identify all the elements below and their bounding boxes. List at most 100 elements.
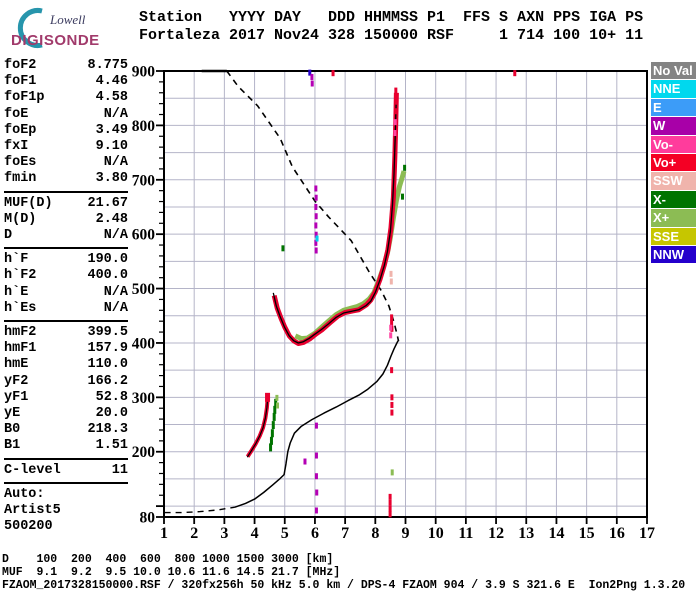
legend-item-x-: X- bbox=[651, 190, 696, 209]
param-value: N/A bbox=[103, 300, 128, 316]
echo-dot bbox=[273, 405, 277, 414]
param-label: D bbox=[4, 228, 13, 244]
legend-item-vo-: Vo- bbox=[651, 135, 696, 153]
param-value: 218.3 bbox=[87, 422, 128, 438]
crescent-icon bbox=[17, 8, 43, 48]
param-row-clevel: C-level 11 bbox=[4, 463, 128, 479]
param-row-fmin: fmin 3.80 bbox=[4, 171, 128, 187]
logo-digisonde-text: DIGISONDE bbox=[11, 32, 100, 49]
echo-dot bbox=[275, 394, 279, 401]
legend-item-e: E bbox=[651, 98, 696, 117]
param-row-500200: 500200 bbox=[4, 519, 128, 535]
y-tick-label: 400 bbox=[132, 335, 156, 352]
echo-dot bbox=[314, 452, 318, 459]
echo-dot bbox=[314, 194, 318, 201]
echo-dot bbox=[390, 319, 394, 326]
o-trace-f1-synthesized bbox=[246, 394, 269, 458]
echo-dot bbox=[403, 164, 407, 171]
muf-distance-row: D 100 200 400 600 800 1000 1500 3000 [km… bbox=[2, 553, 334, 566]
digisonde-logo: Lowell DIGISONDE bbox=[6, 4, 134, 54]
param-row-b0: B0 218.3 bbox=[4, 422, 128, 438]
echo-dot bbox=[388, 511, 392, 518]
echo-dot bbox=[390, 394, 394, 401]
echo-dot bbox=[394, 97, 398, 104]
separator-line bbox=[4, 481, 128, 484]
x-tick-label: 3 bbox=[220, 525, 228, 542]
separator-line bbox=[4, 247, 128, 250]
echo-dot bbox=[390, 314, 394, 321]
echo-dot bbox=[393, 130, 397, 137]
param-value: 110.0 bbox=[87, 357, 128, 373]
legend-item-nne: NNE bbox=[651, 80, 696, 98]
topside-profile-extrapolation-dashed bbox=[226, 70, 400, 342]
echo-dot bbox=[310, 73, 314, 80]
legend-item-noval: No Val bbox=[651, 62, 696, 80]
param-row-auto: Auto: bbox=[4, 487, 128, 503]
echo-dot bbox=[388, 493, 392, 500]
echo-dot bbox=[314, 507, 318, 514]
electron-density-profile bbox=[234, 340, 399, 508]
param-value: 11 bbox=[111, 462, 128, 478]
param-label: MUF(D) bbox=[4, 195, 53, 211]
param-row-fxi: fxI 9.10 bbox=[4, 139, 128, 155]
param-row-hme: hmE 110.0 bbox=[4, 357, 128, 373]
param-value: N/A bbox=[103, 228, 128, 244]
x-tick-label: 4 bbox=[251, 525, 259, 542]
param-label: Artist5 bbox=[4, 503, 61, 519]
echo-dot bbox=[394, 87, 398, 94]
separator-line bbox=[4, 320, 128, 323]
param-value: N/A bbox=[103, 106, 128, 122]
echo-dot bbox=[390, 367, 394, 374]
echo-dot bbox=[269, 443, 273, 452]
param-row-yf1: yF1 52.8 bbox=[4, 390, 128, 406]
echo-dot bbox=[314, 185, 318, 192]
footer-block: D 100 200 400 600 800 1000 1500 3000 [km… bbox=[2, 553, 685, 593]
param-label: hmF2 bbox=[4, 325, 37, 341]
legend-item-w: W bbox=[651, 117, 696, 135]
param-value: N/A bbox=[103, 284, 128, 300]
param-value: 2.48 bbox=[95, 211, 128, 227]
echo-dot bbox=[315, 235, 319, 242]
y-tick-label: 300 bbox=[132, 390, 156, 407]
param-row-foe: foE N/A bbox=[4, 107, 128, 123]
x-tick-label: 13 bbox=[518, 525, 534, 542]
param-value: 21.67 bbox=[87, 195, 128, 211]
echo-dot bbox=[389, 332, 393, 339]
param-label: fmin bbox=[4, 171, 37, 187]
x-tick-label: 15 bbox=[579, 525, 595, 542]
y-tick-label: 800 bbox=[132, 118, 156, 135]
echo-dot bbox=[274, 398, 278, 407]
param-label: h`F2 bbox=[4, 268, 37, 284]
param-label: C-level bbox=[4, 462, 61, 478]
header-station-values: Fortaleza 2017 Nov24 328 150000 RSF 1 71… bbox=[139, 26, 644, 44]
x-tick-label: 7 bbox=[341, 525, 349, 542]
param-value: 190.0 bbox=[87, 252, 128, 268]
param-row-d: D N/A bbox=[4, 228, 128, 244]
echo-dot bbox=[389, 270, 393, 277]
param-value: 157.9 bbox=[87, 341, 128, 357]
param-value: 4.46 bbox=[95, 74, 128, 90]
x-tick-label: 6 bbox=[311, 525, 319, 542]
echo-dot bbox=[390, 401, 394, 408]
echo-dot bbox=[269, 436, 273, 445]
echo-dot bbox=[314, 231, 318, 238]
param-label: hmF1 bbox=[4, 341, 37, 357]
echo-color-legend: No Val NNE E W Vo- Vo+ SSW X- X+ SSE NNW bbox=[651, 62, 697, 264]
param-label: foE bbox=[4, 106, 29, 122]
echo-dot bbox=[271, 421, 275, 430]
param-row-hmf2: hmF2 399.5 bbox=[4, 325, 128, 341]
legend-item-ssw: SSW bbox=[651, 172, 696, 190]
echo-dot bbox=[389, 278, 393, 285]
x-tick-label: 12 bbox=[488, 525, 504, 542]
muf-values-row: MUF 9.1 9.2 9.5 10.0 10.6 11.6 14.5 21.7… bbox=[2, 566, 341, 580]
echo-dot bbox=[314, 222, 318, 229]
echo-dot bbox=[400, 193, 404, 200]
echo-dot bbox=[303, 458, 307, 465]
legend-item-sse: SSE bbox=[651, 227, 696, 245]
y-tick-label: 500 bbox=[132, 281, 156, 298]
x-tick-label: 8 bbox=[371, 525, 379, 542]
param-value: 52.8 bbox=[95, 389, 128, 405]
param-label: h`F bbox=[4, 252, 29, 268]
y-tick-label: 600 bbox=[132, 227, 156, 244]
